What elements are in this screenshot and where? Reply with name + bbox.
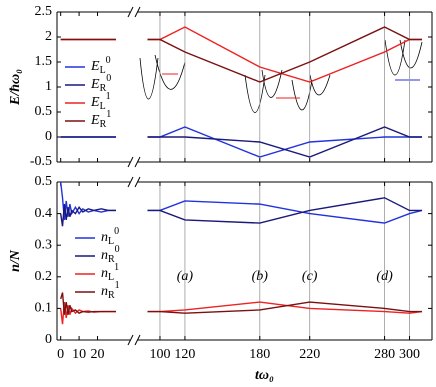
data-line — [60, 292, 116, 315]
legend-symbol: E — [90, 77, 100, 92]
x-tick-label: 300 — [399, 347, 420, 362]
y-tick-label: -0.5 — [30, 154, 52, 169]
x-tick-label: 20 — [91, 347, 105, 362]
y-tick-label: 1.5 — [35, 54, 53, 69]
legend-symbol: E — [90, 59, 100, 74]
axis-break — [127, 176, 134, 188]
data-line — [147, 26, 423, 83]
y-tick-label: 0 — [45, 332, 52, 347]
legend-subscript: R — [100, 119, 107, 130]
x-tick-label: 220 — [299, 347, 320, 362]
x-tick-label: 100 — [149, 347, 170, 362]
legend-symbol: E — [90, 95, 100, 110]
data-line — [147, 200, 423, 224]
legend-label: EL0 — [90, 55, 111, 76]
legend-superscript: 0 — [114, 226, 119, 237]
legend-label: EL1 — [90, 91, 111, 112]
parabola — [384, 39, 406, 76]
legend-subscript: L — [100, 65, 106, 76]
legend-label: ER1 — [90, 109, 111, 130]
annotation: (c) — [302, 269, 318, 284]
y-axis-label: E/ħω₀ — [8, 69, 23, 106]
legend-subscript: L — [108, 272, 114, 283]
parabola — [291, 79, 313, 111]
axis-break — [134, 176, 141, 188]
legend-subscript: L — [100, 101, 106, 112]
x-tick-label: 280 — [374, 347, 395, 362]
legend-label: nR1 — [101, 280, 120, 301]
legend-subscript: R — [108, 290, 115, 301]
legend-symbol: E — [90, 113, 100, 128]
legend-superscript: 1 — [114, 262, 119, 273]
axis-break — [127, 6, 134, 18]
legend-label: nL0 — [101, 226, 119, 247]
legend-superscript: 0 — [106, 55, 111, 66]
y-tick-label: 2 — [45, 29, 52, 44]
data-line — [147, 126, 423, 158]
legend-superscript: 1 — [106, 109, 111, 120]
legend-subscript: L — [108, 236, 114, 247]
legend-superscript: 0 — [106, 73, 111, 84]
y-tick-label: 0.3 — [35, 237, 53, 252]
legend-symbol: n — [101, 266, 108, 281]
parabola — [399, 39, 423, 69]
x-tick-label: 10 — [72, 347, 86, 362]
legend-superscript: 1 — [115, 280, 120, 291]
y-tick-label: 0 — [45, 129, 52, 144]
annotation: (d) — [376, 269, 393, 284]
parabola — [139, 57, 159, 100]
parabola — [154, 54, 186, 90]
parabola — [244, 74, 266, 113]
data-line — [147, 26, 423, 83]
legend-symbol: n — [101, 230, 108, 245]
axis-break — [127, 156, 134, 168]
legend-superscript: 1 — [106, 91, 111, 102]
x-tick-label: 120 — [174, 347, 195, 362]
y-tick-label: 0.1 — [35, 301, 53, 316]
legend-subscript: R — [108, 254, 115, 265]
legend-subscript: R — [100, 83, 107, 94]
axis-break — [127, 334, 134, 346]
y-tick-label: 0.4 — [35, 206, 53, 221]
y-tick-label: 2.5 — [35, 4, 53, 19]
axis-break — [134, 334, 141, 346]
legend-label: nR0 — [101, 244, 120, 265]
x-tick-label: 0 — [57, 347, 64, 362]
legend-superscript: 0 — [115, 244, 120, 255]
legend-symbol: n — [101, 248, 108, 263]
y-axis-label: n/N — [8, 249, 23, 272]
x-axis-label: tω₀ — [255, 368, 274, 383]
y-tick-label: 1 — [45, 79, 52, 94]
annotation: (b) — [252, 269, 269, 284]
legend-symbol: n — [101, 284, 108, 299]
data-line — [147, 126, 423, 158]
data-line — [147, 197, 423, 224]
y-tick-label: 0.5 — [35, 104, 53, 119]
data-line — [147, 301, 423, 314]
y-tick-label: 0.5 — [35, 174, 53, 189]
annotation: (a) — [177, 269, 194, 284]
legend-label: nL1 — [101, 262, 119, 283]
data-line — [59, 204, 116, 227]
legend-label: ER0 — [90, 73, 111, 94]
axis-break — [134, 156, 141, 168]
axis-break — [134, 6, 141, 18]
x-tick-label: 180 — [249, 347, 270, 362]
y-tick-label: 0.2 — [35, 269, 53, 284]
